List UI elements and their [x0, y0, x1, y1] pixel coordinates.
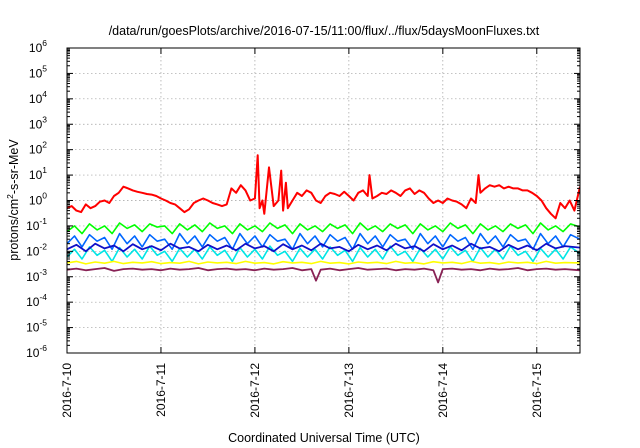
y-tick-label-base: 10	[26, 346, 40, 360]
y-tick-label-base: 10	[26, 295, 40, 309]
y-tick-label-exp: -6	[39, 343, 47, 353]
y-tick-label-exp: -3	[39, 267, 47, 277]
y-tick-label-exp: -4	[39, 292, 47, 302]
x-tick-labels: 2016-7-10 2016-7-11 2016-7-12 2016-7-13 2016…	[60, 363, 544, 418]
y-tick-label: 101	[29, 165, 47, 182]
series-line-2	[67, 222, 580, 235]
y-tick-label-exp: -2	[39, 241, 47, 251]
y-tick-label-exp: 4	[42, 89, 47, 99]
y-tick-label-base: 10	[29, 117, 43, 131]
series-line-3	[67, 245, 580, 263]
series-line-4	[67, 232, 580, 251]
y-tick-label-base: 10	[26, 270, 40, 284]
y-tick-label-exp: 6	[42, 38, 47, 48]
y-tick-label-base: 10	[29, 143, 43, 157]
grid-lines	[67, 48, 580, 353]
y-tick-label: 10-2	[26, 241, 47, 258]
y-tick-label: 10-6	[26, 343, 47, 360]
x-tick-label: 2016-7-13	[342, 363, 356, 418]
y-tick-label: 105	[29, 63, 47, 80]
y-axis-label-base: protons/cm	[7, 199, 21, 261]
x-tick-label: 2016-7-14	[436, 363, 450, 418]
series-group	[67, 154, 580, 284]
x-tick-label: 2016-7-10	[60, 363, 74, 418]
series-line-7	[67, 267, 580, 284]
series-line-5	[67, 242, 580, 253]
y-tick-label: 106	[29, 38, 47, 55]
y-axis-label-sup: 2	[5, 194, 15, 199]
y-tick-label: 103	[29, 114, 47, 131]
y-tick-label: 10-1	[26, 216, 47, 233]
y-tick-label-exp: -5	[39, 318, 47, 328]
y-tick-label: 100	[29, 191, 47, 208]
series-line-6	[67, 260, 580, 265]
y-tick-label-base: 10	[29, 92, 43, 106]
y-tick-label-base: 10	[26, 244, 40, 258]
y-tick-label-base: 10	[29, 168, 43, 182]
y-tick-label-exp: 1	[42, 165, 47, 175]
y-tick-labels: 10-610-510-410-310-210-11001011021031041…	[26, 38, 47, 360]
y-tick-label: 10-3	[26, 267, 47, 284]
y-tick-label-exp: 5	[42, 63, 47, 73]
y-tick-label-exp: -1	[39, 216, 47, 226]
x-tick-label: 2016-7-12	[248, 363, 262, 418]
y-tick-label: 104	[29, 89, 47, 106]
y-tick-label-exp: 3	[42, 114, 47, 124]
y-tick-label-exp: 2	[42, 140, 47, 150]
y-tick-label-base: 10	[29, 41, 43, 55]
axis-ticks	[66, 47, 580, 354]
y-tick-label-base: 10	[26, 321, 40, 335]
y-axis-label-rest: -s-sr-MeV	[7, 139, 21, 195]
y-tick-label-base: 10	[29, 194, 43, 208]
y-tick-label: 10-4	[26, 292, 47, 309]
x-tick-label: 2016-7-15	[530, 363, 544, 418]
y-tick-label-base: 10	[29, 66, 43, 80]
y-tick-label-base: 10	[26, 219, 40, 233]
x-tick-label: 2016-7-11	[154, 363, 168, 417]
y-axis-label: protons/cm2-s-sr-MeV	[5, 139, 21, 261]
series-line-1	[67, 154, 580, 220]
y-tick-label: 102	[29, 140, 47, 157]
chart-title: /data/run/goesPlots/archive/2016-07-15/1…	[109, 24, 540, 38]
y-tick-label: 10-5	[26, 318, 47, 335]
x-axis-label: Coordinated Universal Time (UTC)	[228, 431, 420, 445]
y-tick-label-exp: 0	[42, 191, 47, 201]
